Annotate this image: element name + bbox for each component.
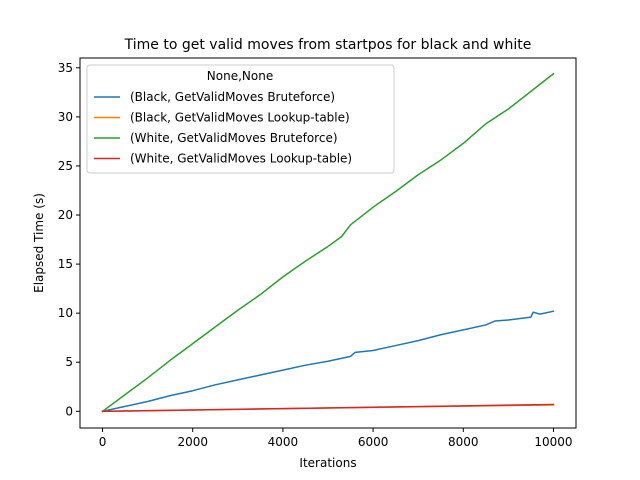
- x-tick-label: 0: [99, 435, 107, 449]
- legend-entry-label: (White, GetValidMoves Lookup-table): [130, 152, 352, 166]
- legend-title: None,None: [207, 69, 273, 83]
- x-tick-label: 4000: [268, 435, 299, 449]
- legend-entries: (Black, GetValidMoves Bruteforce) (Black,…: [94, 90, 352, 166]
- x-axis-label: Iterations: [299, 456, 356, 470]
- series-line-3: [101, 72, 555, 413]
- x-axis: 0 2000 4000 6000 8000 10000: [99, 428, 573, 449]
- y-tick-label: 15: [58, 257, 73, 271]
- x-tick-label: 6000: [358, 435, 389, 449]
- x-tick-label: 8000: [448, 435, 479, 449]
- y-tick-label: 5: [65, 355, 73, 369]
- y-tick-label: 25: [58, 159, 73, 173]
- series-line-4: [101, 403, 555, 413]
- chart-title: Time to get valid moves from startpos fo…: [124, 37, 532, 53]
- series-line-1: [101, 310, 555, 413]
- legend-box: [86, 64, 395, 174]
- y-tick-label: 0: [65, 404, 73, 418]
- legend: None,None (Black, GetValidMoves Brutefor…: [86, 64, 395, 174]
- y-axis: 0 5 10 15 20 25 30 35: [58, 61, 80, 418]
- legend-entry-label: (Black, GetValidMoves Bruteforce): [130, 90, 335, 104]
- x-tick-label: 2000: [177, 435, 208, 449]
- y-tick-label: 30: [58, 110, 73, 124]
- x-tick-label: 10000: [534, 435, 572, 449]
- legend-entry-label: (Black, GetValidMoves Lookup-table): [130, 111, 350, 125]
- plot-frame: [79, 57, 577, 429]
- legend-entry-label: (White, GetValidMoves Bruteforce): [130, 131, 338, 145]
- y-tick-label: 20: [58, 208, 73, 222]
- series-layer: [101, 72, 555, 413]
- y-tick-label: 35: [58, 61, 73, 75]
- y-tick-label: 10: [58, 306, 73, 320]
- y-axis-label: Elapsed Time (s): [32, 193, 46, 293]
